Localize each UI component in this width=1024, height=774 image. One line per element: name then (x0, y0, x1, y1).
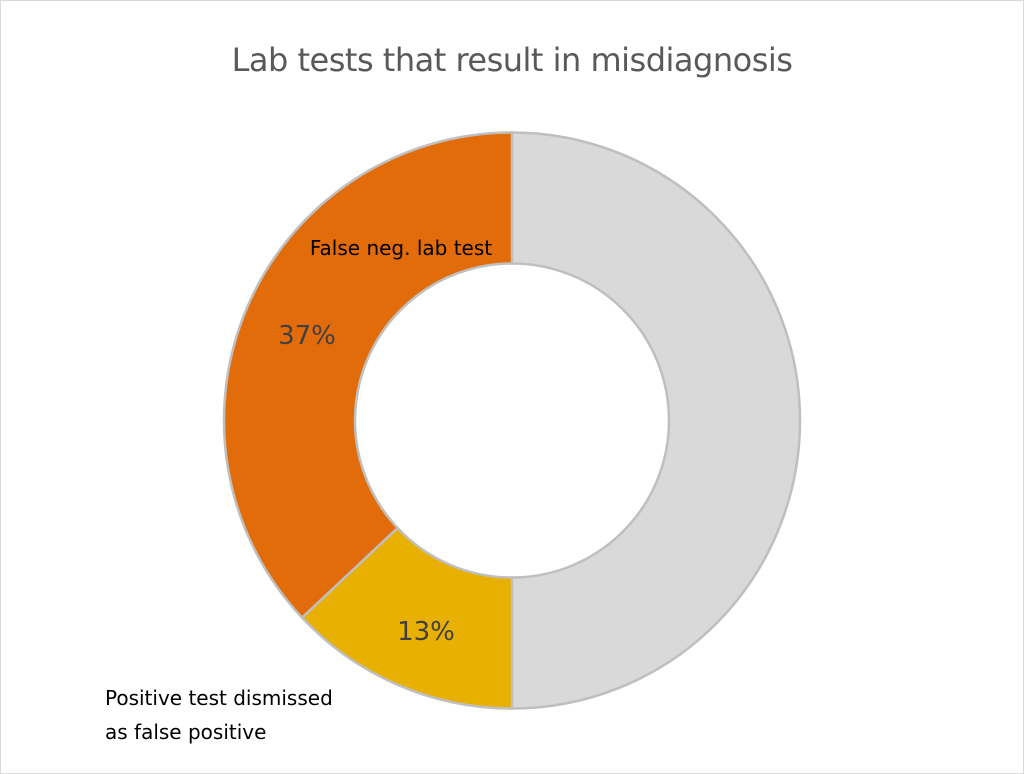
category-label-positive-dismissed-line2: as false positive (105, 720, 266, 744)
donut-slice-0 (510, 131, 802, 710)
data-label-13: 13% (397, 617, 455, 647)
chart-title: Lab tests that result in misdiagnosis (231, 41, 793, 79)
category-label-false-neg: False neg. lab test (310, 236, 492, 260)
data-label-37: 37% (278, 321, 336, 351)
donut-slice-2 (222, 131, 514, 620)
category-label-positive-dismissed-line1: Positive test dismissed (105, 686, 333, 710)
